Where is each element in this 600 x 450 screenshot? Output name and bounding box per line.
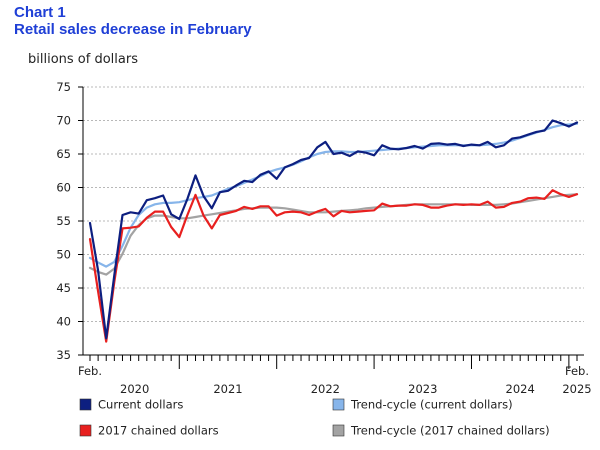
y-axis-unit-label: billions of dollars xyxy=(28,52,138,67)
x-year-label: 2023 xyxy=(408,382,437,396)
legend-swatch xyxy=(332,398,345,411)
y-tick-label: 55 xyxy=(56,214,71,228)
legend-swatch xyxy=(79,424,92,437)
y-tick-label: 60 xyxy=(56,181,71,195)
x-year-label: 2022 xyxy=(311,382,340,396)
x-start-month-label: Feb. xyxy=(78,364,102,378)
chart-title-block: Chart 1 Retail sales decrease in Februar… xyxy=(14,4,252,38)
legend-label: 2017 chained dollars xyxy=(98,424,219,438)
chart-subtitle: Retail sales decrease in February xyxy=(14,21,252,38)
series-line-2 xyxy=(88,122,579,268)
series-line-4 xyxy=(88,193,579,276)
y-tick-label: 35 xyxy=(56,348,71,362)
y-tick-label: 65 xyxy=(56,147,71,161)
legend-swatch xyxy=(79,398,92,411)
x-year-label: 2020 xyxy=(120,382,149,396)
legend-label: Current dollars xyxy=(98,398,183,412)
legend-swatch xyxy=(332,424,345,437)
x-year-label: 2021 xyxy=(213,382,242,396)
chart-title: Chart 1 xyxy=(14,4,66,21)
y-tick-label: 75 xyxy=(56,80,71,94)
x-year-label: 2025 xyxy=(562,382,591,396)
y-tick-label: 40 xyxy=(56,315,71,329)
series-line-1 xyxy=(88,119,579,340)
x-year-label: 2024 xyxy=(506,382,535,396)
legend-label: Trend-cycle (2017 chained dollars) xyxy=(350,424,550,438)
legend-label: Trend-cycle (current dollars) xyxy=(350,398,513,412)
y-tick-label: 45 xyxy=(56,281,71,295)
y-tick-label: 50 xyxy=(56,248,71,262)
series-line-3 xyxy=(88,189,579,343)
y-tick-label: 70 xyxy=(56,114,71,128)
x-end-month-label: Feb. xyxy=(565,364,589,378)
